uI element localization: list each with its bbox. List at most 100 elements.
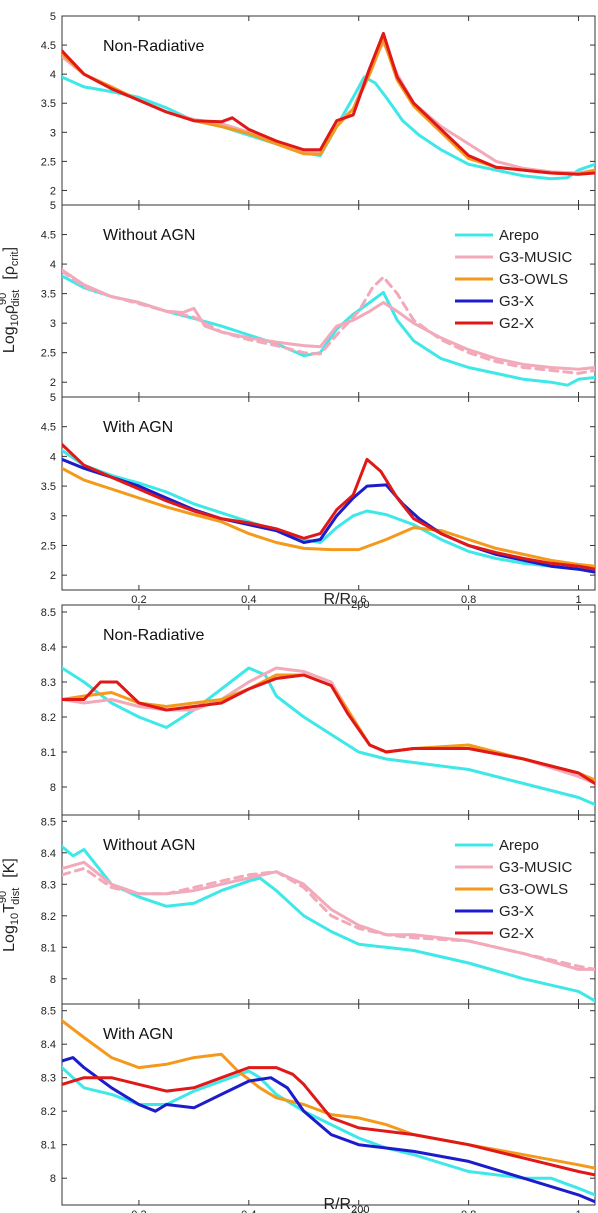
legend-entry: G3-MUSIC [499,249,573,266]
y-tick-label: 8.3 [41,677,56,689]
y-tick-label: 4.5 [41,230,56,242]
temperature-panel-3: 8 8.1 8.2 8.3 8.4 8.5 0.2 0.4 0.6 0.8 1 With AGN [41,1003,596,1213]
density-panel-2: 2 2.5 3 3.5 4 4.5 5 Without AGN Arepo G3-MUSIC G3-… [41,200,596,398]
x-tick-label: 1 [575,1209,581,1213]
y-tick-label: 2 [50,570,56,582]
y-tick-label: 5 [50,392,56,404]
series-line-arepo [62,448,595,574]
panel-frame [61,1003,596,1206]
panel-frame [61,396,596,591]
series-line-arepo [62,666,595,806]
y-tick-label: 2.5 [41,348,56,360]
series-group [62,666,595,806]
y-tick-label: 8 [50,974,56,986]
y-tick-label: 2.5 [41,540,56,552]
y-tick-label: 3 [50,511,56,523]
series-line-g3-music-dashed [62,269,595,375]
panel-label: With AGN [103,1026,173,1043]
panel-label: Without AGN [103,837,195,854]
y-tick-label: 8.2 [41,712,56,724]
temperature-panel-1: 8 8.1 8.2 8.3 8.4 8.5 Non-Radiative [41,604,596,816]
series-line-g3-owls [62,37,595,176]
series-line-g3-music [62,40,595,175]
legend-entry: G3-OWLS [499,271,568,288]
y-tick-label: 8.1 [41,942,56,954]
y-tick-label: 4.5 [41,40,56,52]
series-group [62,31,595,181]
y-tick-label: 3.5 [41,98,56,110]
y-tick-label: 5 [50,11,56,23]
x-tick-label: 0.4 [241,1209,256,1213]
y-axis-label: Log10T90dist[K] [0,858,22,952]
x-tick-label: 1 [575,594,581,606]
legend-entry: G3-X [499,293,534,310]
y-tick-label: 8.5 [41,816,56,828]
series-group [62,443,595,574]
density-panel-1: 2 2.5 3 3.5 4 4.5 5 Non-Radiative [41,11,596,206]
legend-entry: G2-X [499,315,534,332]
series-group [62,1019,595,1204]
y-tick-label: 8 [50,1173,56,1185]
x-tick-label: 0.8 [461,1209,476,1213]
y-tick-label: 8.4 [41,848,56,860]
series-line-g2-x [62,1066,595,1177]
y-tick-label: 8.4 [41,1039,56,1051]
legend-entry: G2-X [499,925,534,942]
y-tick-label: 8.3 [41,1073,56,1085]
x-tick-label: 0.6 [351,1209,366,1213]
series-line-g2-x [62,673,595,785]
y-tick-label: 3 [50,318,56,330]
series-line-g2-x [62,443,595,571]
x-tick-label: 0.2 [131,594,146,606]
y-tick-label: 2.5 [41,156,56,168]
series-group [62,268,595,387]
y-tick-label: 8.5 [41,1006,56,1018]
y-tick-label: 3.5 [41,481,56,493]
y-tick-label: 2 [50,185,56,197]
x-axis-label: R/R200 [324,1196,370,1213]
legend-entry: G3-X [499,903,534,920]
series-line-g3-x [62,457,595,574]
y-tick-label: 8.1 [41,1140,56,1152]
legend: Arepo G3-MUSIC G3-OWLS G3-X G2-X [455,837,573,942]
legend-entry: G3-MUSIC [499,859,573,876]
x-tick-label: 0.6 [351,594,366,606]
series-line-g3-owls [62,673,595,782]
legend: Arepo G3-MUSIC G3-OWLS G3-X G2-X [455,227,573,332]
series-group [62,845,595,1003]
temperature-figure: 88.18.28.38.48.5Non-Radiative88.18.28.38… [0,604,596,1213]
panel-label: Non-Radiative [103,38,204,55]
y-tick-label: 4 [50,69,56,81]
x-tick-label: 0.2 [131,1209,146,1213]
y-tick-label: 8.2 [41,1106,56,1118]
legend-entry: Arepo [499,837,539,854]
y-tick-label: 2 [50,377,56,389]
density-panel-3: 2 2.5 3 3.5 4 4.5 5 0.2 0.4 0.6 0.8 1 With AGN [41,392,596,606]
y-tick-label: 8.5 [41,607,56,619]
y-tick-label: 4 [50,451,56,463]
series-line-arepo [62,1066,595,1197]
y-axis-label: Log10ρ90dist[ρcrit] [0,247,22,353]
series-line-arepo [62,75,595,181]
panel-label: Without AGN [103,227,195,244]
series-line-g3-music-dashed [62,867,595,971]
y-tick-label: 3 [50,127,56,139]
y-tick-label: 8.4 [41,642,56,654]
y-tick-label: 8.3 [41,879,56,891]
temperature-panel-2: 8 8.1 8.2 8.3 8.4 8.5 Without AGN Arepo G3-MUSIC… [41,814,596,1005]
x-tick-label: 0.8 [461,594,476,606]
panel-label: Non-Radiative [103,627,204,644]
y-tick-label: 8 [50,782,56,794]
density-figure: 2 2.5 3 3.5 4 4.5 5 Non-Radiative 2 2.5 3 3.5 4 4.5 5 W… [0,11,596,611]
series-line-g3-x [62,1056,595,1204]
y-tick-label: 4.5 [41,422,56,434]
y-tick-label: 3.5 [41,289,56,301]
legend-entry: G3-OWLS [499,881,568,898]
y-tick-label: 4 [50,259,56,271]
y-tick-label: 8.2 [41,911,56,923]
legend-entry: Arepo [499,227,539,244]
y-tick-label: 8.1 [41,747,56,759]
series-line-g2-x [62,31,595,176]
y-tick-label: 5 [50,200,56,212]
